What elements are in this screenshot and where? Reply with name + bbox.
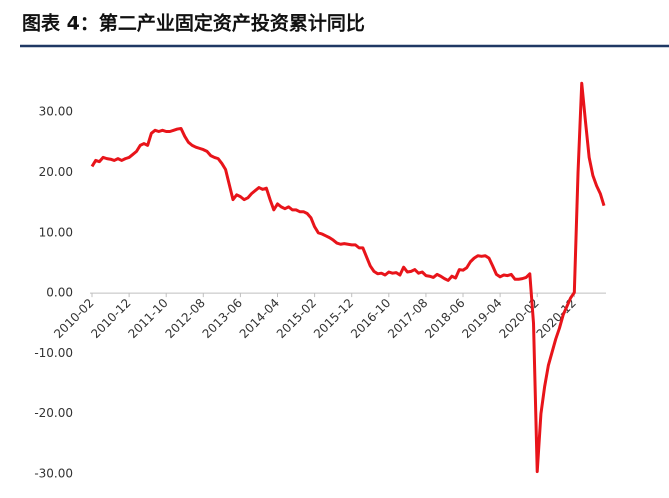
- x-tick-label: 2019-04: [459, 296, 504, 341]
- x-tick-label: 2016-10: [348, 296, 393, 341]
- x-tick-label: 2014-04: [237, 296, 282, 341]
- y-tick-label: -20.00: [34, 406, 73, 420]
- y-tick-label: 10.00: [39, 225, 73, 239]
- y-tick-label: -10.00: [34, 346, 73, 360]
- chart-title: 图表 4：第二产业固定资产投资累计同比: [22, 12, 365, 35]
- y-tick-label: 30.00: [39, 105, 73, 119]
- x-tick-label: 2011-10: [125, 296, 170, 341]
- y-tick-label: 20.00: [39, 165, 73, 179]
- x-tick-label: 2017-08: [385, 296, 430, 341]
- x-tick-label: 2010-12: [88, 296, 133, 341]
- x-tick-label: 2013-06: [200, 296, 245, 341]
- x-tick-label: 2015-12: [311, 296, 356, 341]
- x-tick-label: 2010-02: [51, 296, 96, 341]
- x-tick-label: 2018-06: [422, 296, 467, 341]
- y-tick-label: -30.00: [34, 467, 73, 481]
- x-tick-label: 2015-02: [274, 296, 319, 341]
- data-line: [90, 81, 606, 474]
- y-tick-label: 0.00: [46, 286, 73, 300]
- x-tick-label: 2012-08: [163, 296, 208, 341]
